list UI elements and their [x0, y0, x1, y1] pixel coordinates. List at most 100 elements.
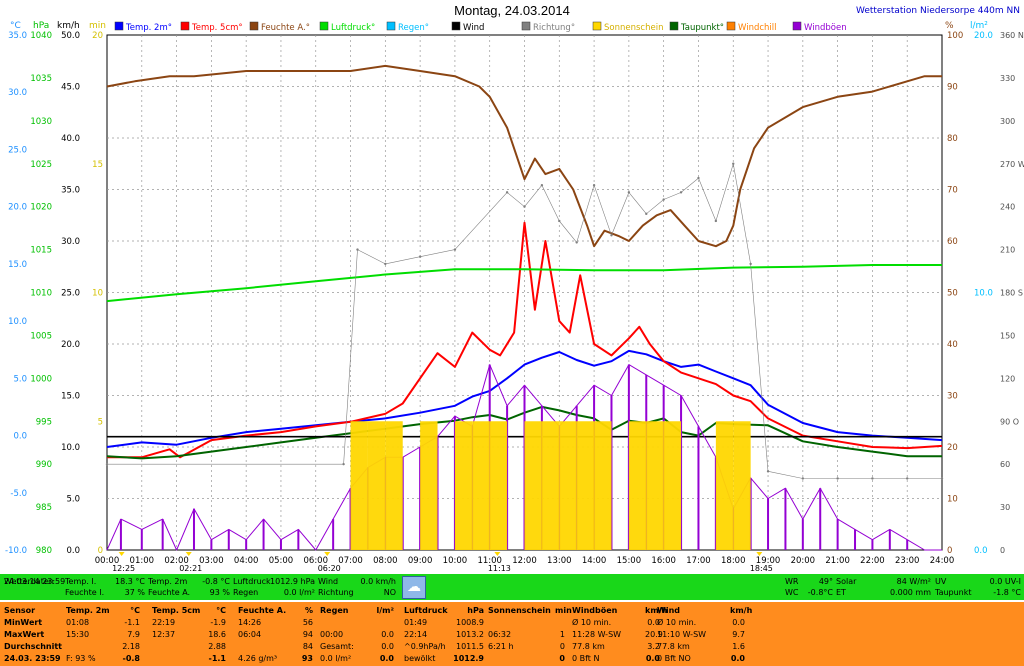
stats-value: 12:37	[152, 630, 176, 639]
series-line-temp-2m-	[106, 349, 943, 448]
status-bar: Wetterdaten 24.03.14 23:59 Temp. I. 18.3 °C…	[0, 574, 1024, 600]
legend-swatch	[592, 21, 602, 31]
status-label: Richtung	[318, 588, 354, 597]
hpa-tick-label: 1035	[30, 74, 52, 84]
series-line-windboeen	[106, 364, 942, 551]
stats-value: 1008.9	[456, 618, 484, 627]
stats-value: 06:04	[238, 630, 262, 639]
legend-label: Sonnenschein	[604, 23, 663, 33]
stats-value: F: 93 %	[66, 654, 96, 663]
stats-row-label: Durchschnitt	[4, 642, 63, 651]
station-name: Wetterstation Niedersorpe 440m NN	[856, 6, 1020, 16]
hpa-tick-label: 1000	[30, 374, 52, 384]
stats-value: 0.0	[730, 654, 745, 663]
min-tick-label: 5	[98, 417, 103, 427]
sunshine-bar	[350, 421, 368, 550]
hpa-tick-label: 1020	[30, 203, 52, 213]
status-value: 0.000 mm	[889, 588, 931, 597]
x-tick-label: 04:00	[234, 556, 259, 566]
legend-label: Temp. 2m°	[125, 23, 172, 33]
stats-value: 0.0	[732, 618, 745, 627]
sunshine-bar	[628, 421, 647, 550]
x-tick-label: 06:00	[304, 556, 329, 566]
direction-tick-label: 120	[1000, 374, 1015, 383]
kmh-tick-label: 25.0	[61, 289, 80, 299]
marker-label: 18:45	[750, 564, 773, 573]
x-tick-label: 00:00	[95, 556, 120, 566]
marker-arrow	[185, 552, 192, 556]
stats-header: Sensor	[4, 606, 36, 615]
series-line-richtung	[107, 163, 942, 479]
percent-tick-label: 0	[947, 546, 952, 556]
statistics-panel: Sensor Temp. 2m °C Temp. 5cm °C Feuchte A.% Re…	[0, 602, 1024, 666]
x-tick-label: 07:00	[338, 556, 363, 566]
weather-chart: Montag, 24.03.2014 Wetterstation Nieders…	[5, 3, 1024, 573]
percent-tick-label: 80	[947, 134, 958, 144]
stats-value: -0.8	[122, 654, 141, 663]
status-value: 0.0 l/m²	[283, 588, 315, 597]
kmh-tick-label: 15.0	[61, 392, 80, 402]
x-tick-label: 10:00	[443, 556, 468, 566]
time-markers: 12:25 02:21 06:20 11:13 18:45	[112, 552, 773, 573]
status-label: Wetterdaten	[4, 577, 54, 586]
legend-label: Richtung°	[533, 23, 575, 33]
hpa-tick-label: 990	[36, 460, 52, 470]
x-tick-label: 09:00	[408, 556, 433, 566]
x-tick-label: 03:00	[199, 556, 224, 566]
legend-label: Feuchte A.°	[261, 23, 310, 33]
x-tick-label: 08:00	[373, 556, 398, 566]
stats-value: 7.9	[127, 630, 140, 639]
status-label: Temp. 2m	[148, 577, 188, 586]
status-value: 1012.9 hPa	[270, 577, 315, 586]
series-line-taupunkt-	[106, 405, 942, 460]
stats-value: 01:08	[66, 618, 90, 627]
axis-unit-kmh: km/h	[57, 21, 80, 31]
axis-units: °C hPa km/h min% l/m²	[10, 21, 988, 31]
stats-value: 0 Bft N	[572, 654, 600, 663]
kmh-tick-label: 50.0	[61, 31, 80, 41]
sunshine-bar	[385, 421, 403, 550]
stats-header: Temp. 5cm	[152, 606, 201, 615]
percent-tick-label: 100	[947, 31, 963, 41]
stats-value: 1.6	[732, 642, 745, 651]
stats-value: 0.0	[379, 654, 394, 663]
direction-tick-label: 360 N	[1000, 31, 1024, 40]
stats-value: 22:19	[152, 618, 176, 627]
stats-header: Wind	[657, 606, 680, 615]
stats-value: 0.0 l/m²	[320, 654, 352, 663]
legend-label: Wind	[463, 23, 484, 33]
stats-header: Windböen	[572, 606, 618, 615]
kmh-tick-label: 0.0	[66, 546, 80, 556]
status-label: WC	[785, 588, 799, 597]
marker-arrow	[756, 552, 763, 556]
hpa-tick-label: 1005	[30, 331, 52, 341]
sunshine-bar	[663, 421, 682, 550]
legend-swatch	[386, 21, 396, 31]
x-tick-label: 02:00	[164, 556, 189, 566]
stats-row-label: 24.03. 23:59	[4, 654, 61, 663]
status-label: Luftdruck	[233, 577, 271, 586]
celsius-tick-label: -5.0	[10, 489, 27, 499]
stats-value: 2.88	[208, 642, 226, 651]
status-label: Temp. I.	[65, 577, 97, 586]
x-tick-label: 23:00	[895, 556, 920, 566]
min-tick-label: 20	[92, 31, 103, 41]
kmh-tick-label: 10.0	[61, 443, 80, 453]
x-tick-label: 01:00	[130, 556, 155, 566]
stats-value: 2.18	[122, 642, 140, 651]
axis-unit-lm2: l/m²	[970, 21, 988, 31]
stats-value: 14:26	[238, 618, 262, 627]
stats-header: Regen	[320, 606, 349, 615]
stats-value: 0.0	[381, 630, 394, 639]
stats-value: Ø 10 min.	[657, 618, 697, 627]
stats-value: 0	[559, 642, 565, 651]
status-value: 49°	[818, 577, 833, 586]
x-tick-label: 13:00	[547, 556, 572, 566]
status-value: 37 %	[124, 588, 145, 597]
status-label: Wind	[318, 577, 339, 586]
direction-tick-label: 150	[1000, 331, 1015, 340]
status-label: Taupunkt	[935, 588, 972, 597]
stats-value: 11:28 W-SW	[572, 630, 622, 639]
legend-swatch	[521, 21, 531, 31]
stats-value: 11:10 W-SW	[657, 630, 707, 639]
